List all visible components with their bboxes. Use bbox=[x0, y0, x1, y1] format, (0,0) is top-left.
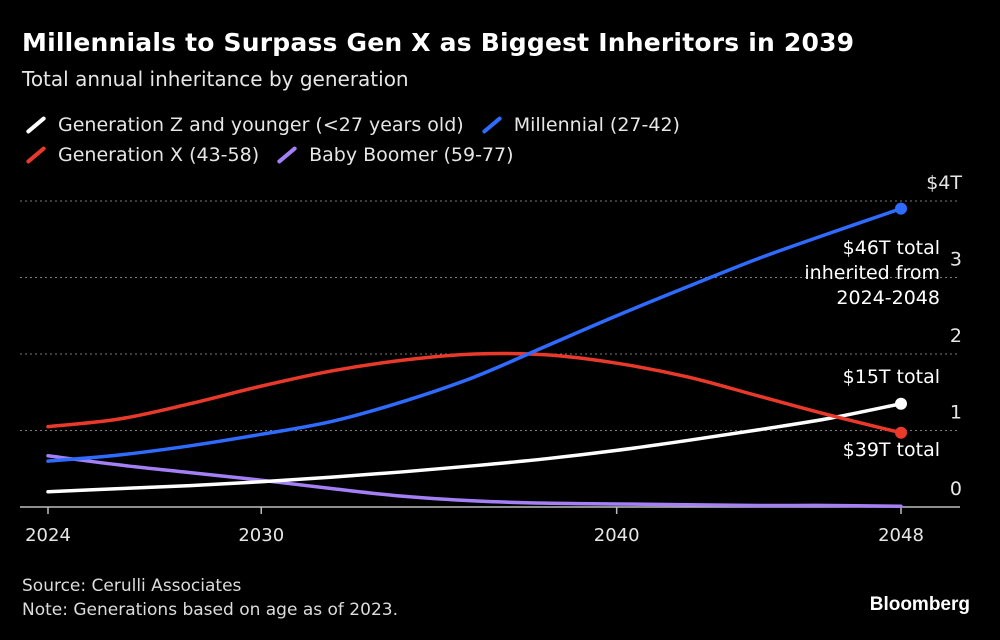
end-point-genz bbox=[895, 397, 907, 410]
annotation-millennial: 2024-2048 bbox=[836, 287, 940, 309]
bloomberg-logo: Bloomberg bbox=[869, 594, 970, 615]
source-text: Source: Cerulli Associates bbox=[22, 576, 242, 596]
chart-subtitle: Total annual inheritance by generation bbox=[22, 67, 409, 91]
x-tick-label: 2024 bbox=[25, 525, 71, 546]
chart-title: Millennials to Surpass Gen X as Biggest … bbox=[22, 28, 855, 57]
legend-label-genz: Generation Z and younger (<27 years old) bbox=[58, 114, 464, 136]
source-notes: Source: Cerulli Associates Note: Generat… bbox=[22, 574, 398, 622]
y-tick-label: 3 bbox=[950, 249, 962, 271]
annotation-layer: $46T total inherited from 2024-2048 $15T to… bbox=[804, 237, 940, 461]
y-tick-label: 0 bbox=[950, 478, 962, 500]
series-line-genx bbox=[46, 351, 903, 435]
annotation-genx: $39T total bbox=[843, 439, 940, 461]
y-tick-label: 2 bbox=[950, 325, 962, 347]
x-tick-label: 2030 bbox=[238, 525, 284, 546]
legend-label-boomer: Baby Boomer (59-77) bbox=[309, 144, 514, 166]
legend-item-genz: Generation Z and younger (<27 years old) bbox=[22, 114, 464, 136]
legend-label-millennial: Millennial (27-42) bbox=[513, 114, 680, 136]
legend-item-millennial: Millennial (27-42) bbox=[478, 114, 680, 136]
legend-row: Generation X (43-58) Baby Boomer (59-77) bbox=[22, 140, 782, 170]
y-tick-label: 1 bbox=[950, 402, 962, 424]
end-point-genx bbox=[895, 426, 907, 439]
end-point-millennial bbox=[895, 202, 907, 215]
series-layer bbox=[46, 202, 907, 508]
legend-label-genx: Generation X (43-58) bbox=[58, 144, 260, 166]
annotation-millennial: inherited from bbox=[804, 262, 940, 284]
legend-item-boomer: Baby Boomer (59-77) bbox=[273, 144, 514, 166]
legend-row: Generation Z and younger (<27 years old)… bbox=[22, 110, 782, 140]
annotation-genz: $15T total bbox=[843, 366, 940, 388]
series-line-genz bbox=[46, 401, 903, 494]
note-text: Note: Generations based on age as of 202… bbox=[22, 600, 398, 620]
x-tick-label: 2040 bbox=[594, 525, 640, 546]
legend-item-genx: Generation X (43-58) bbox=[22, 144, 259, 166]
annotation-millennial: $46T total bbox=[843, 237, 940, 259]
series-line-millennial bbox=[46, 206, 903, 463]
axis-layer: 0 1 2 3 $4T 2024 2030 2040 2048 bbox=[25, 172, 962, 546]
series-line-boomer bbox=[46, 453, 903, 508]
x-tick-label: 2048 bbox=[878, 525, 924, 546]
legend: Generation Z and younger (<27 years old)… bbox=[22, 110, 782, 170]
y-tick-label: $4T bbox=[926, 172, 962, 194]
